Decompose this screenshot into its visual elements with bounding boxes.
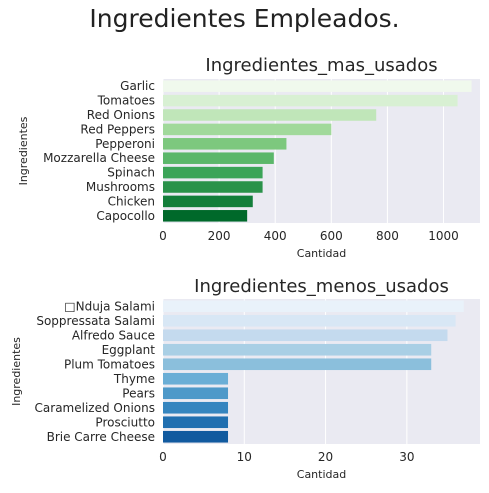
bar bbox=[163, 94, 458, 107]
y-tick-label: Chicken bbox=[108, 194, 155, 208]
x-tick-label: 800 bbox=[376, 229, 399, 243]
bar bbox=[163, 210, 248, 222]
axes-title: Ingredientes_menos_usados bbox=[194, 276, 449, 297]
y-tick-label: Prosciutto bbox=[95, 415, 155, 429]
bar bbox=[163, 387, 229, 400]
bar bbox=[163, 181, 263, 193]
x-tick-label: 200 bbox=[208, 229, 231, 243]
x-tick-label: 1000 bbox=[428, 229, 459, 243]
x-tick-label: 600 bbox=[320, 229, 343, 243]
bar bbox=[163, 109, 377, 121]
bar bbox=[163, 401, 229, 414]
bar bbox=[163, 195, 253, 208]
y-tick-label: Pepperoni bbox=[95, 137, 155, 151]
y-tick-label: Plum Tomatoes bbox=[64, 357, 155, 371]
bar bbox=[163, 300, 464, 313]
bar bbox=[163, 314, 456, 327]
y-tick-label: Red Peppers bbox=[80, 122, 155, 136]
y-tick-label: Eggplant bbox=[102, 343, 156, 357]
y-tick-label: Caramelized Onions bbox=[35, 401, 155, 415]
y-tick-label: Mozzarella Cheese bbox=[43, 151, 155, 165]
y-tick-label: Pears bbox=[122, 386, 155, 400]
bar bbox=[163, 329, 448, 342]
x-tick-label: 400 bbox=[264, 229, 287, 243]
x-axis-label: Cantidad bbox=[297, 247, 346, 260]
y-tick-label: Tomatoes bbox=[97, 94, 155, 108]
bar bbox=[163, 138, 287, 150]
bar bbox=[163, 430, 229, 443]
y-tick-label: Alfredo Sauce bbox=[72, 328, 155, 342]
axes-title: Ingredientes_mas_usados bbox=[205, 55, 437, 76]
bar bbox=[163, 343, 432, 356]
y-tick-label: Soppressata Salami bbox=[36, 314, 155, 328]
x-tick-label: 0 bbox=[159, 450, 167, 464]
y-axis-label: Ingredientes bbox=[17, 116, 30, 185]
bar bbox=[163, 358, 432, 371]
bar bbox=[163, 166, 263, 179]
bar bbox=[163, 80, 472, 92]
y-tick-label: Spinach bbox=[107, 166, 155, 180]
bar bbox=[163, 123, 332, 136]
bar bbox=[163, 416, 229, 429]
y-tick-label: Brie Carre Cheese bbox=[47, 430, 155, 444]
y-tick-label: Thyme bbox=[113, 372, 155, 386]
x-axis-label: Cantidad bbox=[297, 468, 346, 481]
x-tick-label: 0 bbox=[159, 229, 167, 243]
bar bbox=[163, 152, 274, 164]
x-tick-label: 10 bbox=[237, 450, 252, 464]
x-tick-label: 30 bbox=[399, 450, 414, 464]
bar bbox=[163, 372, 229, 385]
figure-suptitle: Ingredientes Empleados. bbox=[89, 4, 400, 33]
x-tick-label: 20 bbox=[318, 450, 333, 464]
y-tick-label: Garlic bbox=[120, 79, 155, 93]
y-tick-label: Red Onions bbox=[87, 108, 155, 122]
y-tick-label: □Nduja Salami bbox=[64, 299, 155, 313]
y-axis-label: Ingredientes bbox=[10, 337, 23, 406]
y-tick-label: Mushrooms bbox=[86, 180, 155, 194]
y-tick-label: Capocollo bbox=[96, 209, 155, 223]
